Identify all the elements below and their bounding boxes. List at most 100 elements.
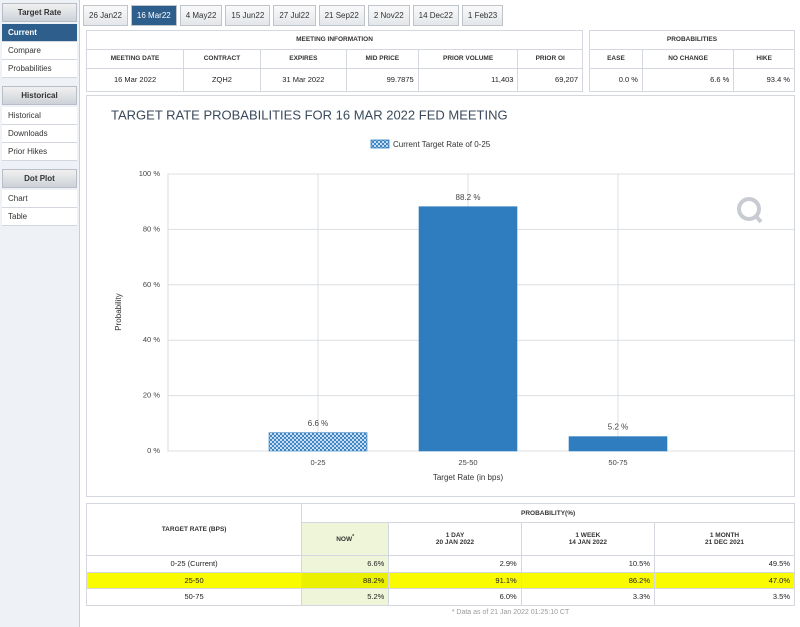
meeting-tab[interactable]: 15 Jun22 [225, 5, 271, 26]
cell: 6.6% [301, 555, 390, 573]
group-header: PROBABILITY(%) [301, 503, 795, 523]
column-header: HIKE [733, 48, 795, 69]
y-axis-label: Probability [114, 293, 123, 330]
footnote: * Data as of 21 Jan 2022 01:25:10 CT [451, 609, 570, 617]
row-label: 25-50 [85, 571, 303, 589]
legend-label: Current Target Rate of 0-25 [393, 140, 491, 149]
sidebar-item[interactable]: Current [2, 24, 77, 42]
sidebar-item[interactable]: Downloads [2, 125, 77, 143]
column-header: CONTRACT [183, 48, 261, 69]
bar [568, 436, 668, 452]
sidebar-header: Target Rate [2, 3, 77, 22]
bar [418, 206, 518, 452]
probability-grid: TARGET RATE (BPS) PROBABILITY(%) NOW* 1 DAY… [85, 503, 795, 620]
row-header: TARGET RATE (BPS) [85, 503, 303, 556]
sidebar-item[interactable]: Prior Hikes [2, 143, 77, 161]
table-row: 25-50 88.2% 91.1% 86.2% 47.0% [85, 571, 795, 589]
value-label: 5.2 % [608, 423, 628, 432]
sidebar-item[interactable]: Table [2, 208, 77, 226]
cell: ZQH2 [183, 67, 261, 93]
meeting-tab[interactable]: 16 Mar22 [130, 5, 177, 26]
value-label: 6.6 % [308, 419, 328, 428]
cell: 16 Mar 2022 [85, 67, 185, 93]
column-header: EXPIRES [259, 48, 347, 69]
cell: 91.1% [388, 571, 522, 589]
header-row: TARGET RATE (BPS) PROBABILITY(%) [85, 503, 795, 556]
value-row: 16 Mar 2022 ZQH2 31 Mar 2022 99.7875 11,403 6… [85, 67, 583, 93]
y-tick-label: 100 % [139, 169, 161, 178]
meeting-info: MEETING INFORMATION MEETING DATE CONTRACT E… [85, 30, 583, 93]
cell: 6.6 % [641, 67, 735, 93]
cell: 31 Mar 2022 [259, 67, 347, 93]
y-tick-label: 80 % [143, 224, 160, 233]
sidebar-item[interactable]: Probabilities [2, 60, 77, 78]
y-tick-label: 20 % [143, 391, 160, 400]
x-tick-label: 50-75 [608, 458, 627, 467]
cell: 0.0 % [589, 67, 643, 93]
chart: TARGET RATE PROBABILITIES FOR 16 MAR 202… [111, 107, 800, 482]
sidebar-header: Dot Plot [2, 169, 77, 188]
legend-swatch [370, 139, 390, 149]
column-header: 1 WEEK 14 JAN 2022 [520, 522, 656, 556]
column-header: MEETING DATE [85, 48, 185, 69]
value-label: 88.2 % [456, 193, 481, 202]
table-title: MEETING INFORMATION [86, 30, 583, 50]
column-header: NO CHANGE [641, 48, 735, 69]
table-row: 0-25 (Current) 6.6% 2.9% 10.5% 49.5% [85, 555, 795, 573]
x-axis-label: Target Rate (in bps) [433, 473, 504, 482]
title-row: PROBABILITIES [589, 30, 795, 50]
column-header: MID PRICE [345, 48, 419, 69]
column-header: PRIOR OI [517, 48, 583, 69]
info-table: MEETING INFORMATION MEETING DATE CONTRACT E… [85, 30, 583, 93]
column-header: NOW* [301, 522, 390, 556]
info-table: PROBABILITIES EASE NO CHANGE HIKE 0.0 % 6.6 %… [589, 30, 795, 93]
y-tick-label: 40 % [143, 335, 160, 344]
y-tick-label: 0 % [147, 446, 160, 455]
sidebar-item[interactable]: Chart [2, 190, 77, 208]
table-row: 50-75 5.2% 6.0% 3.3% 3.5% [85, 588, 795, 606]
meeting-tab[interactable]: 27 Jul22 [273, 5, 316, 26]
column-header: EASE [589, 48, 643, 69]
cell: 10.5% [520, 555, 656, 573]
bar [268, 432, 368, 452]
column-date: 20 JAN 2022 [435, 539, 475, 546]
row-label: 0-25 (Current) [85, 555, 303, 573]
column-period: 1 DAY [445, 532, 465, 539]
title-row: MEETING INFORMATION [86, 30, 583, 50]
column-date: 14 JAN 2022 [568, 539, 607, 546]
meeting-tab[interactable]: 2 Nov22 [367, 5, 410, 26]
x-tick-label: 25-50 [458, 458, 477, 467]
probability-table: TARGET RATE (BPS) PROBABILITY(%) NOW* 1 DAY… [85, 503, 795, 620]
header-row: MEETING DATE CONTRACT EXPIRES MID PRICE PRIO… [85, 48, 583, 69]
cell: 3.5% [654, 588, 795, 606]
column-header: 1 DAY 20 JAN 2022 [388, 522, 522, 556]
column-period: 1 MONTH [709, 532, 740, 539]
cell: 2.9% [388, 555, 522, 573]
cell: 6.0% [388, 588, 522, 606]
value-row: 0.0 % 6.6 % 93.4 % [589, 67, 795, 93]
cell: 3.3% [520, 588, 656, 606]
chart-panel: TARGET RATE PROBABILITIES FOR 16 MAR 202… [86, 95, 800, 497]
footnote-row: * Data as of 21 Jan 2022 01:25:10 CT [87, 605, 795, 620]
column-period: 1 WEEK [575, 532, 601, 539]
sidebar-item[interactable]: Compare [2, 42, 77, 60]
cell: 49.5% [654, 555, 795, 573]
cell: 86.2% [520, 571, 656, 589]
header-row: NOW* 1 DAY 20 JAN 2022 1 WEEK 14 JAN 2022 1 M… [87, 522, 795, 556]
meeting-tab[interactable]: 14 Dec22 [412, 5, 459, 26]
header-row: EASE NO CHANGE HIKE [589, 48, 795, 69]
meeting-tab[interactable]: 26 Jan22 [83, 5, 128, 26]
meeting-tab[interactable]: 21 Sep22 [318, 5, 365, 26]
column-note: * [352, 534, 355, 541]
cell: 88.2% [301, 571, 390, 589]
meeting-tab[interactable]: 1 Feb23 [461, 5, 504, 26]
cell: 11,403 [417, 67, 519, 93]
cell: 93.4 % [733, 67, 795, 93]
cell: 99.7875 [345, 67, 419, 93]
table-title: PROBABILITIES [589, 30, 795, 50]
sidebar: Target Rate Current Compare Probabilities Hi… [0, 0, 80, 627]
meeting-tab[interactable]: 4 May22 [179, 5, 223, 26]
sidebar-item[interactable]: Historical [2, 107, 77, 125]
column-date: 21 DEC 2021 [704, 539, 745, 546]
